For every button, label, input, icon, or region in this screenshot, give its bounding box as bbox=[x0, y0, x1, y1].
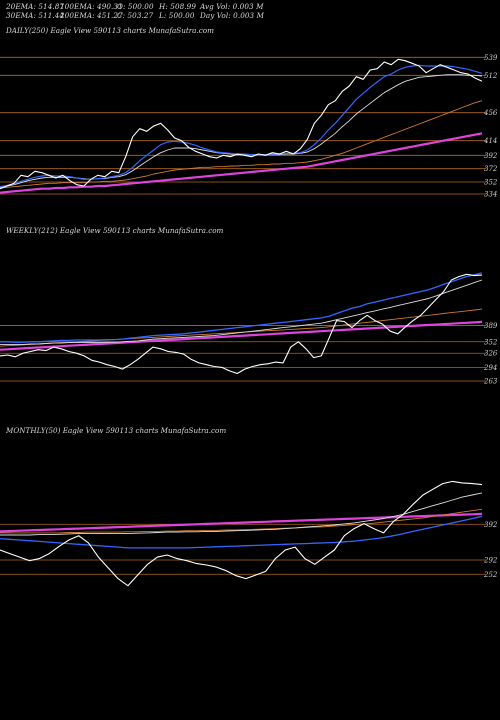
header-avgvol: Avg Vol: 0.003 M bbox=[200, 2, 264, 11]
monthly-price-line bbox=[0, 480, 483, 587]
header-low: L: 500.00 bbox=[159, 11, 195, 20]
daily-level-label: 334 bbox=[484, 191, 497, 199]
header-dayvol: Day Vol: 0.003 M bbox=[200, 11, 265, 20]
weekly-chart-label: WEEKLY(212) Eagle View 590113 charts Mun… bbox=[6, 226, 224, 235]
header-ema20: 20EMA: 514.87 bbox=[6, 2, 65, 11]
weekly-level-label: 352 bbox=[484, 338, 498, 346]
weekly-ema_mid-line bbox=[0, 279, 483, 345]
daily-level-label: 456 bbox=[483, 109, 498, 117]
header-close: C: 503.27 bbox=[117, 11, 154, 20]
header-high: H: 508.99 bbox=[159, 2, 197, 11]
header-ema100: 100EMA: 490.31 bbox=[60, 2, 123, 11]
weekly-level-label: 263 bbox=[483, 378, 498, 386]
weekly-price-line bbox=[0, 273, 483, 375]
daily-price-line bbox=[0, 58, 483, 190]
weekly-level-label: 389 bbox=[484, 322, 498, 330]
weekly-level-label: 294 bbox=[483, 364, 497, 372]
daily-ema30-line bbox=[0, 74, 483, 188]
daily-level-label: 372 bbox=[484, 165, 498, 173]
weekly-ema200-line bbox=[0, 320, 483, 351]
header-open: O: 500.00 bbox=[117, 2, 154, 11]
header-ema200: 200EMA: 451.27 bbox=[60, 11, 123, 20]
daily-level-label: 392 bbox=[484, 152, 498, 160]
monthly-ema100-line bbox=[0, 508, 483, 534]
monthly-level-label: 252 bbox=[483, 571, 498, 579]
daily-level-label: 414 bbox=[483, 137, 497, 145]
monthly-level-label: 392 bbox=[484, 521, 498, 529]
daily-ema200-line bbox=[0, 132, 483, 194]
monthly-ema_mid-line bbox=[0, 492, 483, 536]
daily-level-label: 539 bbox=[484, 54, 498, 62]
monthly-ema200-line bbox=[0, 512, 483, 533]
daily-chart-label: DAILY(250) Eagle View 590113 charts Muna… bbox=[6, 26, 214, 35]
weekly-level-label: 326 bbox=[484, 350, 498, 358]
daily-level-label: 352 bbox=[484, 179, 498, 187]
weekly-ema_fast-line bbox=[0, 272, 483, 343]
daily-level-label: 512 bbox=[484, 72, 498, 80]
monthly-ema_fast-line bbox=[0, 515, 483, 549]
daily-ema20-line bbox=[0, 64, 483, 188]
monthly-level-label: 292 bbox=[483, 557, 498, 565]
header-ema30: 30EMA: 511.44 bbox=[6, 11, 65, 20]
daily-ema100-line bbox=[0, 100, 483, 189]
monthly-chart-label: MONTHLY(50) Eagle View 590113 charts Mun… bbox=[6, 426, 227, 435]
